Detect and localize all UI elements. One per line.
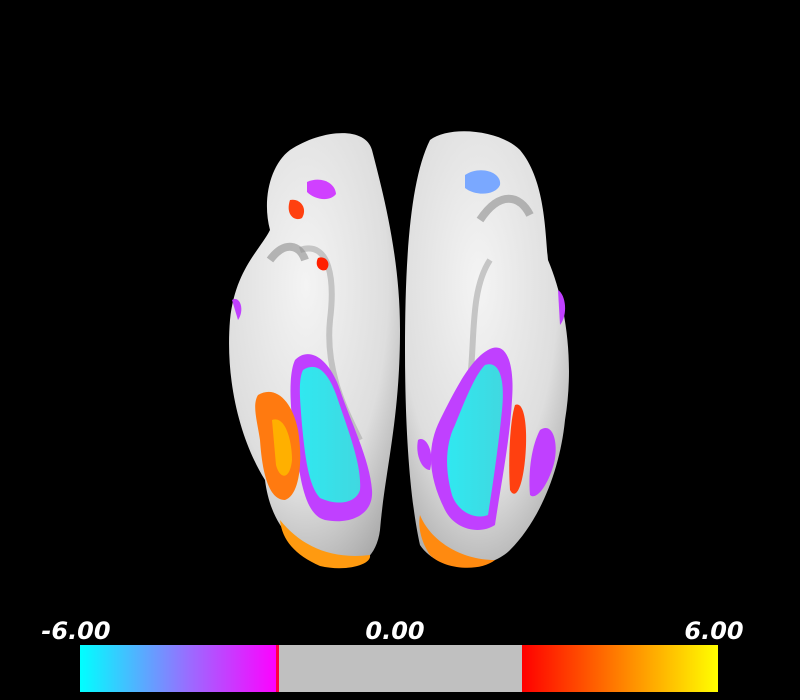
tick-label: -6.00 [41, 617, 110, 645]
colorbar-neutral [279, 645, 522, 692]
colorbar-ticks: -6.00 0.00 6.00 [41, 617, 743, 645]
tick-label: 6.00 [684, 617, 743, 645]
colorbar [80, 645, 718, 692]
tick-label: 0.00 [365, 617, 424, 645]
colorbar-edge [276, 645, 279, 692]
brain-surface [229, 131, 569, 569]
colorbar-negative [80, 645, 278, 692]
colorbar-positive [522, 645, 718, 692]
